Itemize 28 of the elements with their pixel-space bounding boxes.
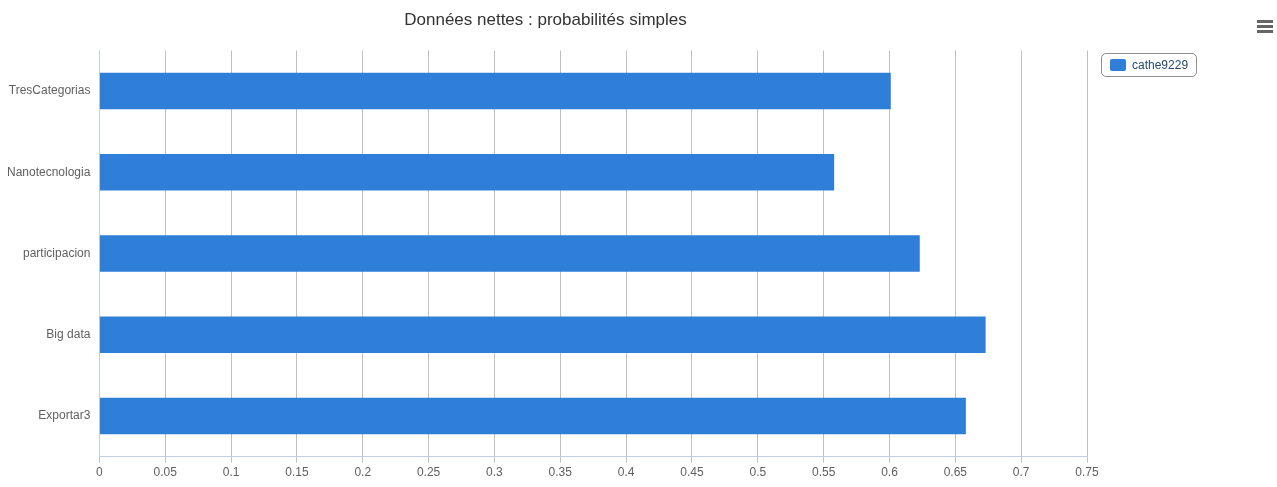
y-tick-label: participacion [23, 245, 91, 260]
y-tick-label: Nanotecnologia [6, 164, 91, 179]
bar [99, 153, 835, 191]
x-tick-label: 0.25 [416, 465, 441, 480]
x-tick-label: 0.65 [943, 465, 968, 480]
x-tick-label: 0.7 [1012, 465, 1030, 480]
x-tick-label: 0.6 [881, 465, 899, 480]
x-tick-label: 0 [96, 465, 104, 480]
x-tick-label: 0.45 [680, 465, 704, 480]
y-tick-label: Big data [46, 327, 91, 342]
x-tick-label: 0.1 [222, 465, 240, 480]
x-tick-label: 0.75 [1075, 465, 1099, 480]
y-tick-label: Exportar3 [38, 408, 91, 423]
x-tick-label: 0.55 [811, 465, 836, 480]
bar [99, 72, 891, 110]
bar [99, 316, 986, 354]
x-tick-label: 0.05 [153, 465, 178, 480]
x-tick-label: 0.3 [486, 465, 504, 480]
legend-label: cathe9229 [1132, 58, 1189, 72]
x-tick-label: 0.4 [617, 465, 635, 480]
x-tick-label: 0.2 [354, 465, 372, 480]
chart-title: Données nettes : probabilités simples [404, 9, 687, 29]
x-tick-label: 0.15 [285, 465, 309, 480]
y-tick-label: TresCategorias [8, 83, 91, 98]
x-tick-label: 0.35 [548, 465, 573, 480]
bar [99, 397, 966, 435]
bar [99, 235, 920, 272]
x-tick-label: 0.5 [749, 465, 767, 480]
